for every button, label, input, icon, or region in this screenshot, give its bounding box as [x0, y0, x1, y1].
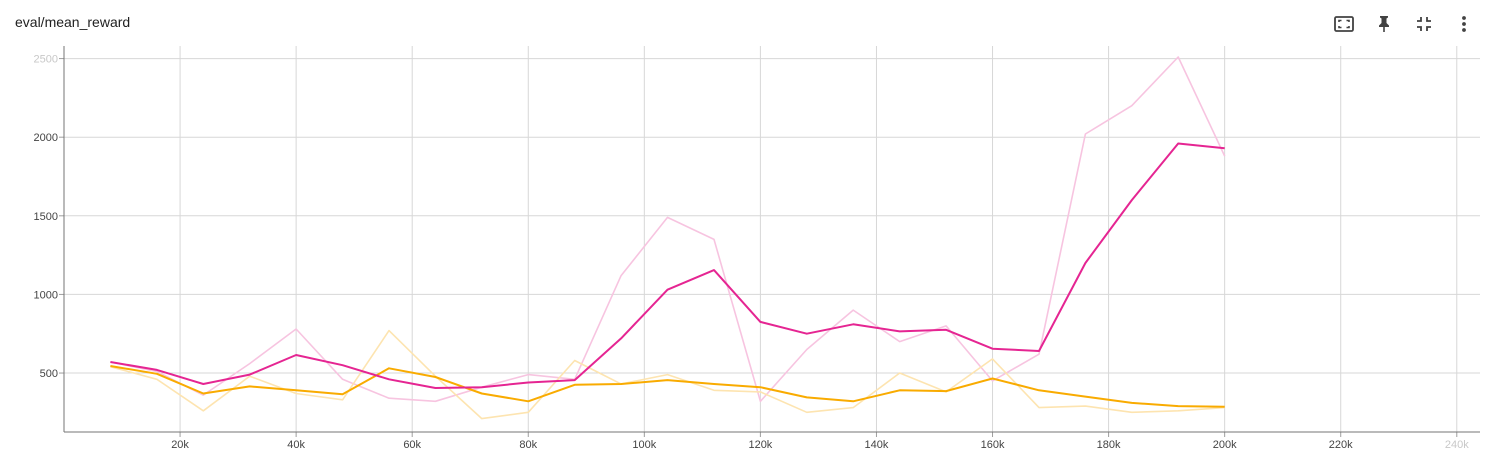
series-lines — [110, 56, 1226, 420]
pin-button[interactable] — [1364, 10, 1404, 38]
chart-title: eval/mean_reward — [15, 14, 131, 30]
x-tick-label: 60k — [403, 439, 421, 451]
fit-domain-button[interactable] — [1404, 10, 1444, 38]
axes — [59, 46, 1480, 437]
x-tick-label: 220k — [1329, 439, 1353, 451]
pin-icon — [1379, 16, 1389, 32]
x-tick-label: 120k — [748, 439, 772, 451]
x-tick-label: 40k — [287, 439, 305, 451]
x-tick-label: 20k — [171, 439, 189, 451]
fit-domain-icon — [1417, 17, 1431, 31]
x-tick-label: 160k — [981, 439, 1005, 451]
x-tick-label: 240k — [1445, 439, 1469, 451]
x-tick-label: 100k — [632, 439, 656, 451]
series-line-magenta — [110, 142, 1225, 389]
tick-labels: 20k 40k 60k 80k 100k 120k 140k 160k 180k 200k 220k… — [34, 54, 1470, 451]
x-tick-label: 80k — [519, 439, 537, 451]
series-line-orange — [110, 365, 1225, 408]
x-tick-label: 140k — [865, 439, 889, 451]
y-tick-label: 2500 — [34, 54, 58, 66]
series-line-magenta-raw — [110, 56, 1226, 403]
y-tick-label: 500 — [40, 368, 58, 380]
x-tick-label: 180k — [1097, 439, 1121, 451]
fullscreen-button[interactable] — [1324, 10, 1364, 38]
fullscreen-icon — [1334, 16, 1354, 32]
y-tick-label: 2000 — [34, 132, 58, 144]
chart-toolbar — [1324, 10, 1484, 38]
x-tick-label: 200k — [1213, 439, 1237, 451]
more-options-button[interactable] — [1444, 10, 1484, 38]
chart-header: eval/mean_reward — [0, 0, 1498, 46]
more-vert-icon — [1462, 16, 1466, 32]
y-tick-label: 1000 — [34, 289, 58, 301]
series-line-orange-raw — [110, 329, 1225, 420]
y-tick-label: 1500 — [34, 211, 58, 223]
grid — [64, 46, 1480, 432]
